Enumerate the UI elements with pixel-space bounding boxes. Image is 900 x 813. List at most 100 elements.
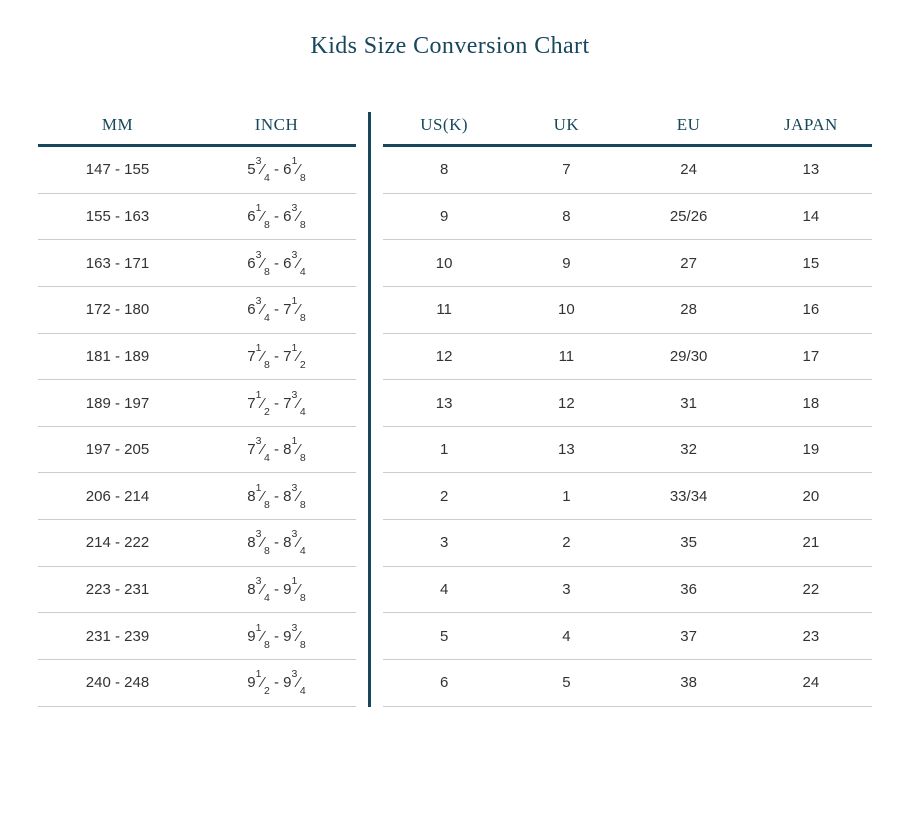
eu-cell: 24 [680, 161, 697, 179]
table-row: 11 10 28 16 [383, 287, 872, 334]
japan-cell: 23 [802, 627, 820, 645]
uk-cell: 3 [562, 581, 571, 599]
table-row: 206 - 214 81⁄8 - 83⁄8 [38, 473, 356, 521]
inch-cell: 83⁄4 - 91⁄8 [247, 575, 306, 605]
japan-cell: 22 [802, 581, 820, 599]
column-header-inch: INCH [254, 115, 299, 134]
usk-cell: 6 [439, 674, 449, 692]
usk-cell: 2 [439, 487, 449, 505]
uk-cell: 4 [562, 627, 571, 645]
table-row: 3 2 35 21 [383, 520, 872, 567]
mm-cell: 155 - 163 [85, 207, 150, 225]
uk-cell: 11 [558, 347, 575, 365]
column-header-eu: EU [676, 115, 701, 134]
inch-value: 81⁄8 [247, 481, 270, 511]
usk-cell: 8 [439, 161, 449, 179]
japan-cell: 18 [802, 394, 820, 412]
eu-cell: 37 [680, 627, 697, 645]
usk-cell: 10 [435, 254, 453, 272]
inch-cell: 91⁄2 - 93⁄4 [247, 668, 306, 698]
japan-cell: 15 [802, 254, 820, 272]
inch-cell: 71⁄8 - 71⁄2 [247, 341, 306, 371]
inch-value: 71⁄2 [283, 341, 306, 371]
eu-cell: 33/34 [669, 487, 708, 505]
usk-cell: 3 [439, 534, 449, 552]
eu-cell: 31 [680, 394, 697, 412]
mm-cell: 147 - 155 [85, 161, 150, 179]
table-row: 155 - 163 61⁄8 - 63⁄8 [38, 194, 356, 241]
table-row: 163 - 171 63⁄8 - 63⁄4 [38, 240, 356, 287]
uk-cell: 5 [562, 674, 571, 692]
table-row: 181 - 189 71⁄8 - 71⁄2 [38, 334, 356, 381]
size-chart-page: Kids Size Conversion Chart MM INCH 147 -… [0, 33, 900, 707]
mm-cell: 240 - 248 [85, 674, 150, 692]
inch-cell: 83⁄8 - 83⁄4 [247, 528, 306, 558]
page-title: Kids Size Conversion Chart [310, 33, 590, 59]
eu-cell: 25/26 [669, 207, 708, 225]
mm-cell: 181 - 189 [85, 347, 150, 365]
table-row: 4 3 36 22 [383, 567, 872, 614]
inch-value: 61⁄8 [247, 201, 270, 231]
uk-cell: 13 [558, 441, 575, 459]
inch-cell: 61⁄8 - 63⁄8 [247, 201, 306, 231]
inch-cell: 63⁄8 - 63⁄4 [247, 248, 306, 278]
japan-cell: 24 [802, 674, 820, 692]
inch-value: 63⁄8 [283, 201, 306, 231]
inch-value: 81⁄8 [283, 435, 306, 465]
table-divider [368, 112, 371, 707]
eu-cell: 38 [680, 674, 697, 692]
inch-value: 83⁄4 [247, 575, 270, 605]
japan-cell: 19 [802, 441, 820, 459]
usk-cell: 1 [439, 441, 449, 459]
japan-cell: 20 [802, 487, 820, 505]
inch-value: 71⁄8 [247, 341, 270, 371]
table-row: 172 - 180 63⁄4 - 71⁄8 [38, 287, 356, 334]
mm-cell: 172 - 180 [85, 301, 150, 319]
table-row: 13 12 31 18 [383, 380, 872, 427]
uk-cell: 2 [562, 534, 571, 552]
international-table-body: 8 7 24 13 9 8 25/26 14 10 9 27 15 11 10 28 16 12 11 29/30 1… [383, 147, 872, 707]
table-row: 231 - 239 91⁄8 - 93⁄8 [38, 613, 356, 661]
eu-cell: 27 [680, 254, 697, 272]
mm-cell: 223 - 231 [85, 581, 150, 599]
table-row: 2 1 33/34 20 [383, 473, 872, 521]
table-row: 10 9 27 15 [383, 240, 872, 287]
mm-inch-table-header: MM INCH [38, 112, 356, 147]
mm-inch-table-body: 147 - 155 53⁄4 - 61⁄8 155 - 163 61⁄8 - 63⁄8… [38, 147, 356, 707]
inch-value: 83⁄8 [283, 481, 306, 511]
japan-cell: 17 [802, 347, 820, 365]
usk-cell: 5 [439, 627, 449, 645]
inch-value: 91⁄8 [247, 621, 270, 651]
japan-cell: 16 [802, 301, 820, 319]
uk-cell: 10 [558, 301, 575, 319]
column-header-japan: JAPAN [783, 115, 838, 134]
inch-value: 53⁄4 [247, 155, 270, 185]
column-header-usk: US(K) [420, 115, 469, 134]
table-row: 1 13 32 19 [383, 427, 872, 474]
mm-inch-table: MM INCH 147 - 155 53⁄4 - 61⁄8 155 - 163 61⁄… [38, 112, 356, 707]
column-header-uk: UK [553, 115, 580, 134]
usk-cell: 12 [435, 347, 453, 365]
inch-value: 91⁄8 [283, 575, 306, 605]
usk-cell: 9 [439, 207, 449, 225]
inch-value: 71⁄8 [283, 295, 306, 325]
eu-cell: 28 [680, 301, 697, 319]
inch-value: 93⁄4 [283, 668, 306, 698]
mm-cell: 163 - 171 [85, 254, 150, 272]
usk-cell: 11 [436, 301, 452, 319]
inch-value: 61⁄8 [283, 155, 306, 185]
inch-value: 91⁄2 [247, 668, 270, 698]
usk-cell: 13 [435, 394, 453, 412]
inch-value: 63⁄4 [247, 295, 270, 325]
table-row: 6 5 38 24 [383, 660, 872, 707]
table-row: 197 - 205 73⁄4 - 81⁄8 [38, 427, 356, 474]
mm-cell: 214 - 222 [85, 534, 150, 552]
table-row: 214 - 222 83⁄8 - 83⁄4 [38, 520, 356, 567]
table-row: 147 - 155 53⁄4 - 61⁄8 [38, 147, 356, 194]
conversion-tables: MM INCH 147 - 155 53⁄4 - 61⁄8 155 - 163 61⁄… [38, 112, 872, 707]
table-row: 5 4 37 23 [383, 613, 872, 661]
eu-cell: 35 [680, 534, 697, 552]
inch-cell: 53⁄4 - 61⁄8 [247, 155, 306, 185]
inch-value: 71⁄2 [247, 388, 270, 418]
table-row: 8 7 24 13 [383, 147, 872, 194]
